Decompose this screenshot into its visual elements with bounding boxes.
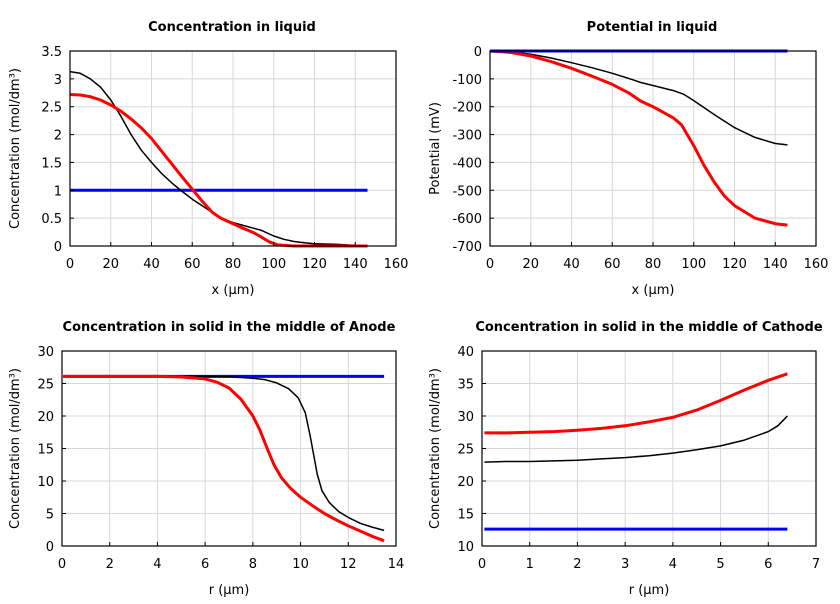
y-tick-label: 2 bbox=[54, 129, 62, 144]
y-tick-label: -300 bbox=[452, 129, 482, 144]
x-tick-label: 3 bbox=[621, 557, 629, 572]
y-tick-label: 0 bbox=[46, 540, 54, 555]
y-tick-label: 30 bbox=[37, 345, 54, 360]
x-tick-label: 20 bbox=[522, 257, 539, 272]
series-line-3 bbox=[484, 372, 788, 435]
x-tick-label: 6 bbox=[201, 557, 209, 572]
x-tick-label: 2 bbox=[106, 557, 114, 572]
x-tick-label: 2 bbox=[573, 557, 581, 572]
chart-title: Concentration in liquid bbox=[148, 20, 316, 35]
y-tick-label: 5 bbox=[46, 508, 54, 523]
x-axis-label: x (µm) bbox=[212, 283, 255, 298]
x-tick-label: 60 bbox=[604, 257, 621, 272]
x-tick-label: 7 bbox=[812, 557, 820, 572]
x-tick-label: 140 bbox=[763, 257, 788, 272]
series-line-2 bbox=[489, 49, 788, 227]
series-line-2 bbox=[63, 375, 385, 532]
series-line-2 bbox=[484, 415, 788, 463]
x-tick-label: 160 bbox=[384, 257, 409, 272]
x-tick-label: 0 bbox=[486, 257, 494, 272]
x-tick-label: 14 bbox=[388, 557, 405, 572]
y-axis-label: Concentration (mol/dm³) bbox=[428, 368, 443, 529]
x-tick-label: 5 bbox=[716, 557, 724, 572]
y-tick-label: -600 bbox=[452, 212, 482, 227]
subplot-1: 0 20 40 60 80 100 120 140 160 0 0.5 1 1.5 2 2.5 3 3.5 Con… bbox=[8, 20, 408, 298]
y-tick-label: 2.5 bbox=[41, 101, 62, 116]
series-line-2 bbox=[69, 70, 368, 247]
x-tick-label: 80 bbox=[645, 257, 662, 272]
y-tick-label: 10 bbox=[457, 540, 474, 555]
series-line-1 bbox=[489, 50, 788, 146]
y-tick-label: 30 bbox=[457, 410, 474, 425]
y-tick-label: 15 bbox=[457, 508, 474, 523]
x-tick-label: 20 bbox=[102, 257, 119, 272]
x-tick-label: 4 bbox=[669, 557, 677, 572]
x-tick-label: 120 bbox=[722, 257, 747, 272]
y-tick-label: 25 bbox=[37, 378, 54, 393]
x-tick-label: 1 bbox=[526, 557, 534, 572]
x-tick-label: 0 bbox=[66, 257, 74, 272]
y-tick-label: -100 bbox=[452, 73, 482, 88]
x-tick-label: 160 bbox=[804, 257, 829, 272]
y-axis-label: Concentration (mol/dm³) bbox=[8, 368, 23, 529]
x-tick-label: 80 bbox=[225, 257, 242, 272]
y-tick-label: 10 bbox=[37, 475, 54, 490]
x-tick-label: 140 bbox=[343, 257, 368, 272]
y-tick-label: 3.5 bbox=[41, 45, 62, 60]
x-axis-label: r (µm) bbox=[629, 583, 670, 598]
y-tick-label: 25 bbox=[457, 443, 474, 458]
y-axis-label: Potential (mV) bbox=[428, 102, 443, 195]
x-tick-label: 0 bbox=[478, 557, 486, 572]
x-tick-label: 120 bbox=[302, 257, 327, 272]
y-tick-label: 15 bbox=[37, 443, 54, 458]
chart-title: Concentration in solid in the middle of … bbox=[63, 320, 396, 335]
x-tick-label: 100 bbox=[681, 257, 706, 272]
x-tick-label: 40 bbox=[563, 257, 580, 272]
y-axis-label: Concentration (mol/dm³) bbox=[8, 68, 23, 229]
y-tick-label: 20 bbox=[457, 475, 474, 490]
y-tick-label: 20 bbox=[37, 410, 54, 425]
chart-title: Concentration in solid in the middle of … bbox=[475, 320, 823, 335]
x-tick-label: 40 bbox=[143, 257, 160, 272]
x-tick-label: 100 bbox=[261, 257, 286, 272]
y-tick-label: -200 bbox=[452, 101, 482, 116]
chart-title: Potential in liquid bbox=[587, 20, 718, 35]
subplot-3: 0 2 4 6 8 10 12 14 0 5 10 15 20 25 30 Concentration in … bbox=[8, 320, 404, 598]
y-tick-label: -500 bbox=[452, 184, 482, 199]
y-tick-label: 3 bbox=[54, 73, 62, 88]
y-tick-label: 40 bbox=[457, 345, 474, 360]
y-tick-label: 0 bbox=[474, 45, 482, 60]
x-tick-label: 4 bbox=[153, 557, 161, 572]
x-axis-label: r (µm) bbox=[209, 583, 250, 598]
y-tick-label: 35 bbox=[457, 378, 474, 393]
subplot-2: 0 20 40 60 80 100 120 140 160 -700 -600 -500 -400 -30… bbox=[428, 20, 828, 298]
y-tick-label: 0.5 bbox=[41, 212, 62, 227]
x-tick-label: 10 bbox=[292, 557, 309, 572]
y-tick-label: 1.5 bbox=[41, 156, 62, 171]
x-axis-label: x (µm) bbox=[632, 283, 675, 298]
x-tick-label: 6 bbox=[764, 557, 772, 572]
x-tick-label: 0 bbox=[58, 557, 66, 572]
x-tick-label: 60 bbox=[184, 257, 201, 272]
y-tick-label: -700 bbox=[452, 240, 482, 255]
series-line-3 bbox=[69, 93, 368, 248]
x-tick-label: 8 bbox=[249, 557, 257, 572]
x-tick-label: 12 bbox=[340, 557, 357, 572]
y-tick-label: -400 bbox=[452, 156, 482, 171]
y-tick-label: 0 bbox=[54, 240, 62, 255]
series-line-3 bbox=[63, 374, 385, 543]
y-tick-label: 1 bbox=[54, 184, 62, 199]
